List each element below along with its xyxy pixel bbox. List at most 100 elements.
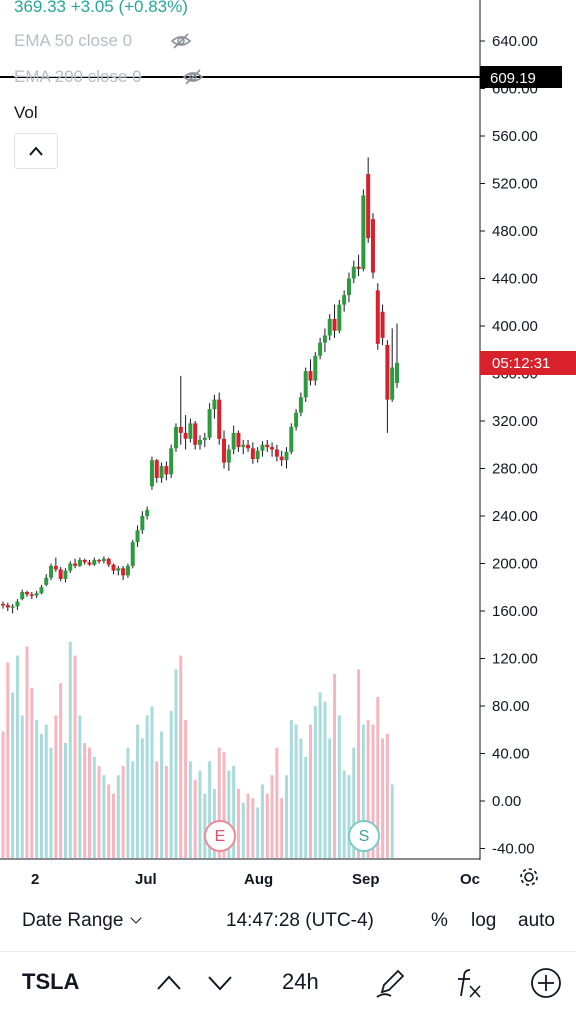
candle-body bbox=[380, 311, 385, 338]
candle-body bbox=[135, 530, 140, 543]
volume-bar bbox=[107, 784, 111, 858]
percent-scale-toggle[interactable]: % bbox=[431, 910, 448, 931]
candle-body bbox=[63, 570, 68, 579]
candle-body bbox=[25, 592, 30, 595]
volume-bar bbox=[337, 715, 341, 858]
candle-body bbox=[5, 605, 10, 608]
candle-body bbox=[164, 466, 169, 475]
volume-bar bbox=[116, 775, 120, 858]
collapse-pane-button[interactable] bbox=[14, 133, 58, 169]
candle-body bbox=[202, 437, 207, 440]
ema50-legend[interactable]: EMA 50 close 0 bbox=[14, 31, 133, 50]
candle-body bbox=[298, 397, 303, 413]
date-range-button[interactable]: Date Range bbox=[22, 910, 143, 932]
price-tick-label: 640.00 bbox=[492, 33, 538, 50]
candle-body bbox=[375, 290, 380, 344]
pencil-icon[interactable] bbox=[374, 966, 408, 1000]
symbol-name[interactable]: TSLA bbox=[22, 969, 80, 994]
volume-bar bbox=[222, 752, 226, 858]
chevron-down-icon[interactable] bbox=[207, 972, 233, 994]
time-axis[interactable]: 2 Jul Aug Sep Oc bbox=[31, 871, 480, 888]
volume-bar bbox=[318, 692, 322, 858]
price-tick-label: 40.00 bbox=[492, 746, 530, 763]
candle-body bbox=[198, 440, 202, 445]
candle-body bbox=[236, 432, 241, 448]
candle-body bbox=[351, 266, 356, 279]
volume-bar bbox=[256, 807, 260, 858]
earnings-badge[interactable]: E bbox=[204, 820, 236, 852]
volume-bar bbox=[1, 731, 5, 858]
volume-bar bbox=[203, 793, 207, 858]
volume-bar bbox=[11, 692, 15, 858]
split-badge[interactable]: S bbox=[348, 820, 380, 852]
candle-body bbox=[390, 367, 395, 400]
log-scale-toggle[interactable]: log bbox=[471, 910, 497, 931]
volume-bar bbox=[179, 655, 183, 858]
candle-body bbox=[15, 601, 20, 607]
candle-body bbox=[39, 587, 44, 594]
volume-bar bbox=[251, 798, 255, 858]
volume-bar bbox=[73, 655, 77, 858]
candle-body bbox=[49, 565, 54, 578]
clock[interactable]: 14:47:28 (UTC-4) bbox=[226, 910, 374, 931]
toolbar-divider bbox=[0, 951, 576, 952]
candle-body bbox=[370, 219, 375, 273]
chevron-up-icon bbox=[29, 146, 43, 156]
volume-legend[interactable]: Vol bbox=[14, 103, 38, 122]
candle-body bbox=[101, 558, 106, 562]
candle-body bbox=[73, 563, 78, 566]
price-tick-label: 480.00 bbox=[492, 223, 538, 240]
volume-bar bbox=[280, 798, 284, 858]
volume-bar bbox=[241, 802, 245, 858]
volume-bar bbox=[140, 738, 144, 858]
volume-bar bbox=[164, 766, 168, 858]
candle-body bbox=[265, 444, 270, 448]
candle-body bbox=[289, 426, 294, 452]
candle-body bbox=[145, 510, 150, 516]
candle-body bbox=[356, 266, 361, 269]
crosshair-price-pill bbox=[480, 66, 562, 88]
volume-bar bbox=[270, 775, 274, 858]
volume-bar bbox=[304, 756, 308, 858]
candle-body bbox=[327, 318, 332, 336]
ema200-legend[interactable]: EMA 200 close 0 bbox=[14, 67, 142, 86]
volume-bar bbox=[92, 756, 96, 858]
candle-body bbox=[217, 399, 222, 439]
candle-body bbox=[274, 449, 279, 457]
auto-scale-toggle[interactable]: auto bbox=[518, 910, 555, 931]
candle-body bbox=[169, 448, 174, 475]
price-tick-label: 320.00 bbox=[492, 413, 538, 430]
volume-bar bbox=[102, 775, 106, 858]
volume-bar bbox=[49, 747, 53, 858]
volume-bar bbox=[366, 720, 370, 858]
fx-icon[interactable] bbox=[452, 966, 486, 1000]
eye-crossed-icon[interactable] bbox=[182, 66, 204, 88]
date-range-label: Date Range bbox=[22, 910, 124, 931]
interval-button[interactable]: 24h bbox=[282, 969, 319, 994]
price-tick-label: 520.00 bbox=[492, 176, 538, 193]
chevron-up-icon[interactable] bbox=[156, 972, 182, 994]
gear-icon[interactable] bbox=[516, 864, 542, 890]
volume-bar bbox=[289, 720, 293, 858]
volume-bar bbox=[232, 766, 236, 858]
candle-body bbox=[385, 345, 390, 400]
volume-bar bbox=[371, 724, 375, 858]
price-axis[interactable]: 640.00600.00560.00520.00480.00440.00400.… bbox=[480, 33, 538, 858]
candle-body bbox=[97, 559, 102, 562]
candle-body bbox=[34, 593, 39, 596]
volume-bar bbox=[198, 770, 202, 858]
eye-crossed-icon[interactable] bbox=[170, 30, 192, 52]
candle-body bbox=[308, 371, 313, 381]
candle-body bbox=[270, 447, 275, 450]
chevron-down-icon bbox=[130, 912, 143, 924]
volume-bar bbox=[30, 687, 34, 858]
candle-body bbox=[241, 444, 246, 448]
candle-body bbox=[188, 423, 193, 439]
volume-bar bbox=[63, 743, 67, 858]
candle-body bbox=[121, 568, 126, 576]
plus-circle-icon[interactable] bbox=[530, 967, 562, 999]
volume-bar bbox=[357, 669, 361, 858]
volume-bar bbox=[44, 724, 48, 858]
time-tick-label: Oc bbox=[460, 871, 480, 888]
